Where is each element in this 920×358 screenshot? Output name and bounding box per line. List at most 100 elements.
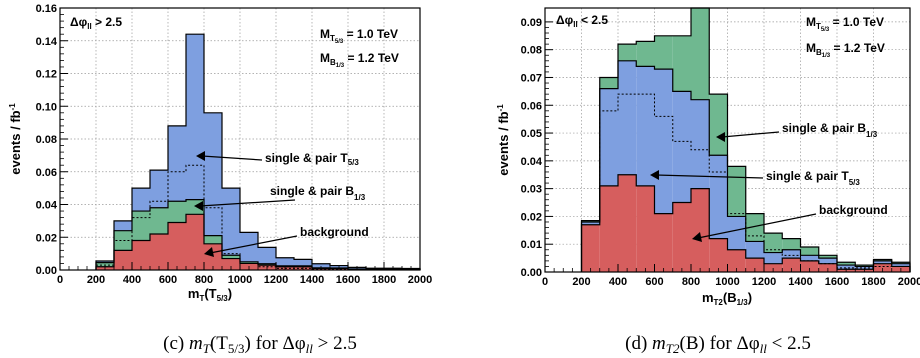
y-tick-label: 0.01 [521, 239, 542, 251]
x-tick-label: 2000 [898, 276, 920, 288]
y-tick-label: 0.02 [36, 232, 57, 244]
svg-text:single & pair T5/3: single & pair T5/3 [265, 151, 359, 167]
x-tick-label: 1600 [825, 276, 849, 288]
bar-single-pair-t [764, 252, 783, 264]
y-tick-label: 0.14 [36, 36, 58, 48]
bar-single-pair-b [855, 265, 874, 267]
x-tick-label: 600 [645, 276, 663, 288]
panel-c-annotation-B: single & pair B1/3 [194, 184, 366, 211]
bar-single-pair-t [691, 99, 710, 189]
y-tick-label: 0.04 [36, 200, 58, 212]
y-tick-label: 0.05 [521, 128, 542, 140]
bar-single-pair-b [837, 262, 856, 266]
y-tick-label: 0.06 [521, 100, 542, 112]
bar-background [599, 185, 618, 272]
y-tick-label: 0.02 [521, 211, 542, 223]
bar-single-pair-t [150, 170, 168, 208]
bar-single-pair-t [222, 188, 240, 256]
bar-single-pair-t [186, 34, 204, 200]
bar-single-pair-t [132, 188, 150, 212]
bar-single-pair-t [818, 258, 837, 264]
x-tick-label: 200 [87, 274, 105, 286]
bar-single-pair-t [636, 66, 655, 186]
bar-single-pair-t [312, 263, 330, 268]
panel-c-annotation-bkg: background [204, 225, 369, 257]
x-tick-label: 600 [159, 274, 177, 286]
panel-d-x-axis: 0 200 400 600 800 1000 1200 1400 1600 1800 2000 [542, 264, 920, 288]
svg-text:single & pair B1/3: single & pair B1/3 [270, 184, 366, 202]
bar-single-pair-t [709, 155, 728, 239]
bar-single-pair-t [654, 69, 673, 214]
bar-single-pair-b [873, 259, 892, 261]
bar-background [800, 260, 819, 272]
panel-c-xlabel: mT(T5/3) [188, 286, 232, 303]
bar-single-pair-b [222, 255, 240, 259]
bar-background [873, 263, 892, 272]
caption-c: (c) mT(T5/3) for Δφll > 2.5 [163, 333, 357, 356]
bar-background [745, 258, 764, 272]
x-tick-label: 1400 [788, 276, 812, 288]
bar-single-pair-t [837, 265, 856, 270]
bar-single-pair-b [150, 207, 168, 234]
bar-single-pair-t [276, 257, 294, 266]
x-tick-label: 1800 [372, 274, 396, 286]
y-tick-label: 0.10 [36, 101, 57, 113]
y-tick-label: 0.12 [36, 69, 57, 81]
bar-single-pair-t [618, 60, 637, 175]
bar-single-pair-t [204, 112, 222, 236]
bar-single-pair-b [168, 201, 186, 223]
x-tick-label: 1200 [752, 276, 776, 288]
bar-single-pair-b [240, 261, 258, 264]
bar-single-pair-t [294, 259, 312, 266]
bar-background [132, 240, 150, 270]
panel-d-histogram [580, 7, 911, 272]
bar-single-pair-b [654, 35, 673, 70]
bar-background [782, 258, 801, 272]
bar-single-pair-t [168, 125, 186, 202]
bar-single-pair-b [800, 246, 819, 256]
y-tick-label: 0.07 [521, 72, 542, 84]
panel-c-mass-T: MT5/3 = 1.0 TeV [320, 27, 398, 45]
bar-background [186, 214, 204, 270]
stack-outline [580, 60, 911, 272]
bar-background [618, 174, 637, 272]
bar-single-pair-t [891, 263, 910, 267]
panel-c-annotation-T: single & pair T5/3 [196, 151, 359, 167]
bar-single-pair-t [800, 255, 819, 261]
x-tick-label: 1600 [336, 274, 360, 286]
bar-single-pair-b [672, 35, 691, 92]
panel-d-xlabel: mT2(B1/3) [702, 290, 752, 307]
panel-d-mass-B: MB1/3 = 1.2 TeV [806, 41, 885, 59]
panel-d: 0.00 0.01 0.02 0.03 0.04 0.05 0.06 0.07 0.08 0.09… [496, 7, 920, 307]
y-tick-label: 0.06 [36, 167, 57, 179]
bar-single-pair-b [636, 41, 655, 67]
y-tick-label: 0.08 [521, 45, 542, 57]
svg-text:single & pair B1/3: single & pair B1/3 [782, 121, 878, 139]
bar-background [636, 185, 655, 272]
bar-single-pair-b [764, 233, 783, 253]
bar-background [168, 222, 186, 270]
x-tick-label: 1200 [264, 274, 288, 286]
x-tick-label: 2000 [408, 274, 432, 286]
svg-text:background: background [300, 225, 369, 239]
panel-c-mass-B: MB1/3 = 1.2 TeV [320, 51, 399, 69]
bar-single-pair-t [258, 247, 276, 264]
bar-background [222, 258, 240, 270]
x-tick-label: 1400 [300, 274, 324, 286]
bar-single-pair-t [782, 249, 801, 259]
bar-background [581, 224, 600, 272]
bar-background [672, 202, 691, 272]
bar-background [691, 188, 710, 272]
panel-c-ylabel: events / fb-1 [8, 103, 23, 175]
bar-single-pair-t [745, 241, 764, 259]
bar-single-pair-t [96, 260, 114, 263]
y-tick-label: 0.04 [521, 156, 543, 168]
bar-single-pair-t [599, 88, 618, 186]
y-tick-label: 0.00 [36, 265, 57, 277]
bar-single-pair-b [727, 166, 746, 217]
bar-background [709, 238, 728, 272]
panel-c-x-axis: 0 200 400 600 800 1000 1200 1400 1600 1800 2000 [57, 262, 432, 286]
panel-c-y-axis: 0.00 0.02 0.04 0.06 0.08 0.10 0.12 0.14 0.16 [36, 3, 68, 277]
bar-background [764, 263, 783, 272]
x-tick-label: 1000 [715, 276, 739, 288]
